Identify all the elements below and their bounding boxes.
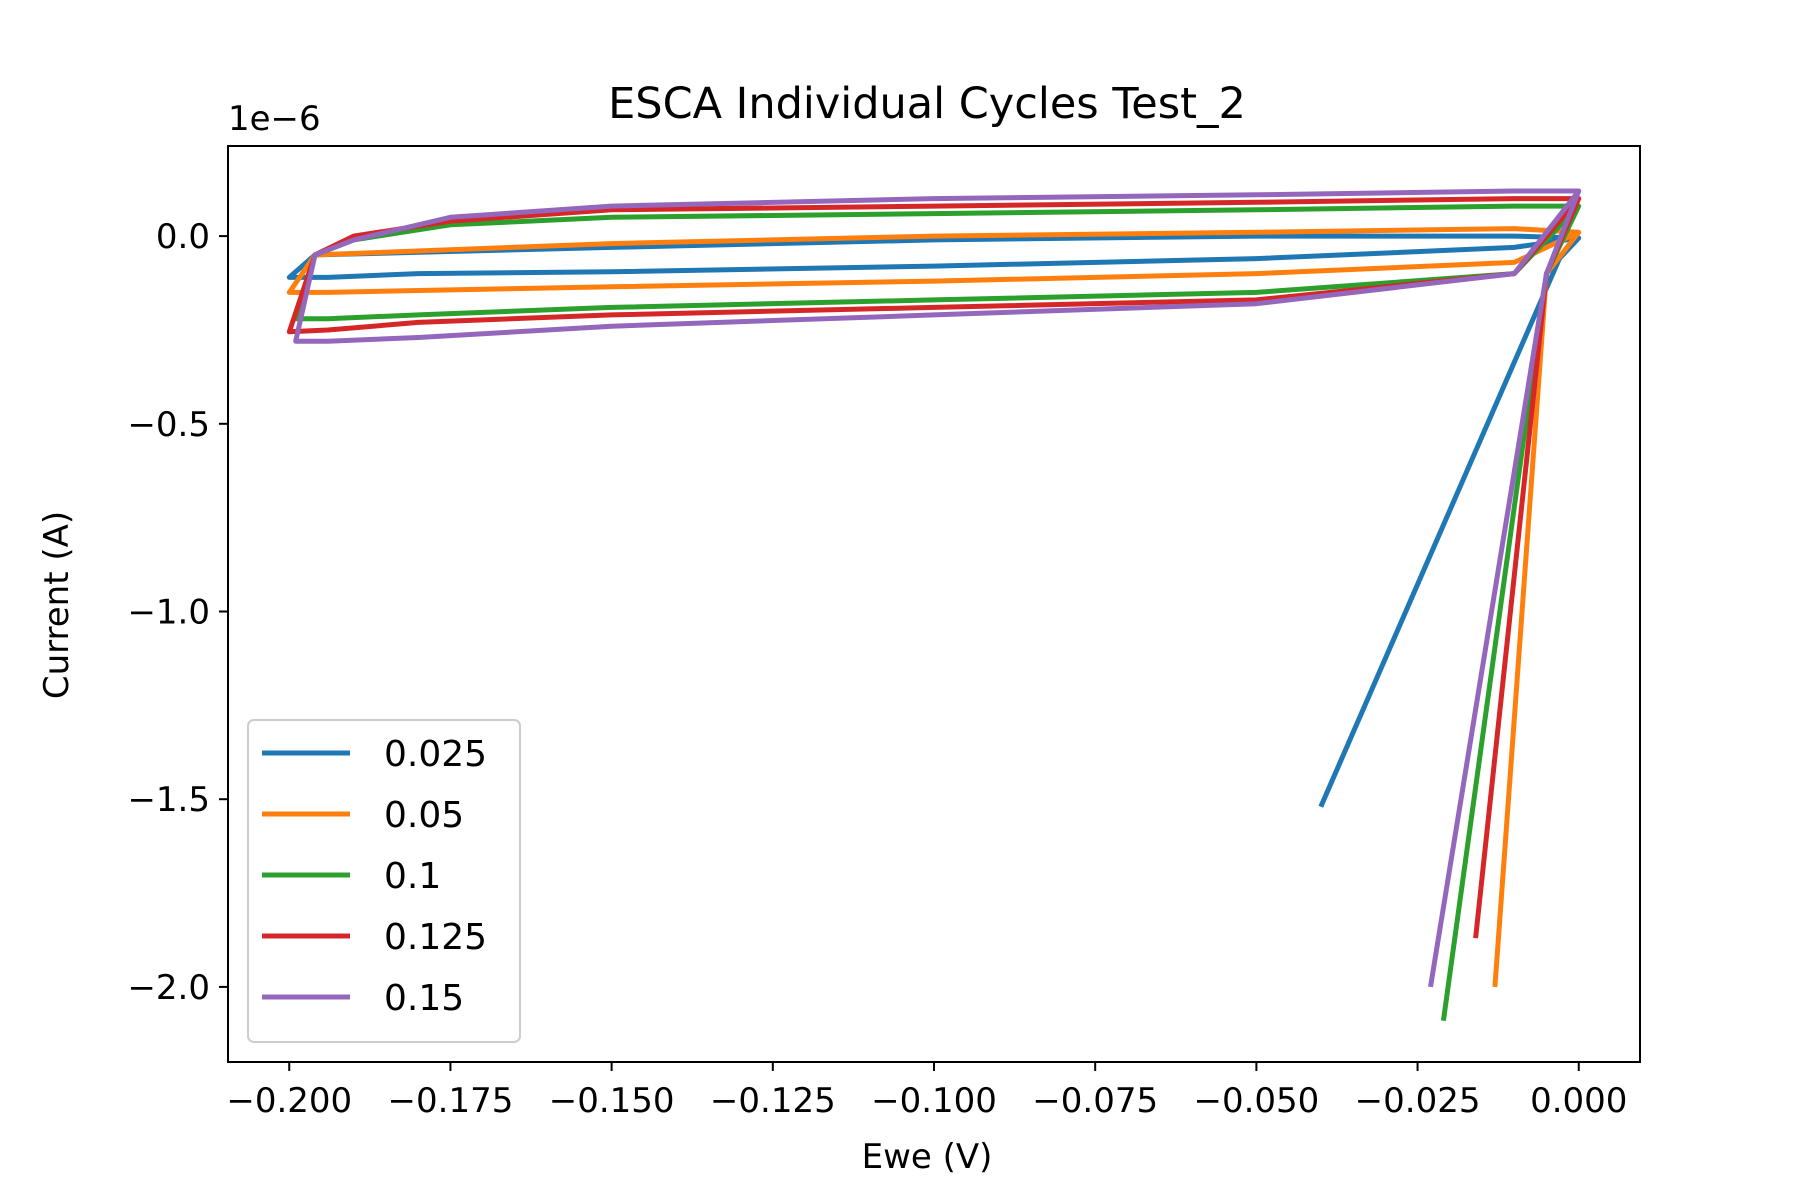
- x-axis: −0.200 −0.175 −0.150 −0.125 −0.100 −0.075 −0.0…: [226, 1062, 1627, 1121]
- x-tick-label: −0.100: [871, 1081, 997, 1121]
- x-axis-label: Ewe (V): [862, 1137, 993, 1177]
- x-tick-label: −0.200: [226, 1081, 352, 1121]
- x-tick-label: −0.150: [549, 1081, 675, 1121]
- x-tick-label: −0.125: [710, 1081, 836, 1121]
- x-tick-label: −0.050: [1193, 1081, 1319, 1121]
- x-tick-label: −0.025: [1355, 1081, 1481, 1121]
- y-axis-label: Current (A): [37, 511, 77, 699]
- y-tick-label: −1.5: [127, 780, 210, 820]
- legend-label-0.1: 0.1: [384, 856, 441, 897]
- series-line-0.05: [286, 226, 1582, 988]
- plot-area: [286, 188, 1582, 1022]
- y-tick-label: 0.0: [156, 217, 210, 257]
- y-offset-text: 1e−6: [228, 99, 321, 139]
- legend-label-0.15: 0.15: [384, 978, 464, 1019]
- y-axis: 0.0 −0.5 −1.0 −1.5 −2.0: [127, 217, 228, 1008]
- x-tick-label: 0.000: [1530, 1081, 1627, 1121]
- y-tick-label: −0.5: [127, 405, 210, 445]
- x-tick-label: −0.075: [1032, 1081, 1158, 1121]
- legend-label-0.025: 0.025: [384, 734, 487, 775]
- y-tick-label: −2.0: [127, 968, 210, 1008]
- y-tick-label: −1.0: [127, 593, 210, 633]
- chart-title: ESCA Individual Cycles Test_2: [608, 79, 1246, 129]
- x-tick-label: −0.175: [388, 1081, 514, 1121]
- legend: 0.025 0.05 0.1 0.125 0.15: [247, 719, 521, 1043]
- legend-label-0.05: 0.05: [384, 795, 464, 836]
- legend-label-0.125: 0.125: [384, 917, 487, 958]
- series-line-0.15: [293, 188, 1582, 988]
- legend-box: [247, 719, 521, 1043]
